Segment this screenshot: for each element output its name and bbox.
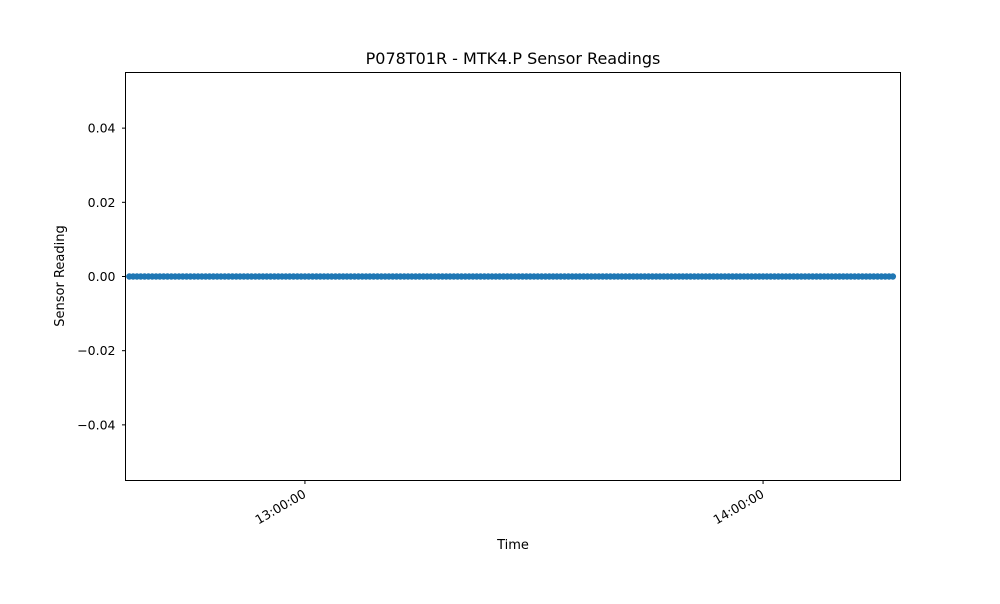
chart-title: P078T01R - MTK4.P Sensor Readings xyxy=(366,49,661,68)
y-tick-label: −0.02 xyxy=(77,343,115,358)
y-tick-label: 0.04 xyxy=(88,121,116,136)
data-point xyxy=(889,273,897,280)
y-tick-label: −0.04 xyxy=(77,417,115,432)
y-axis: 0.04 0.02 0.00 −0.02 −0.04 xyxy=(77,121,126,432)
x-tick-label: 14:00:00 xyxy=(710,486,766,527)
x-axis-label: Time xyxy=(496,538,529,553)
data-series xyxy=(126,273,897,280)
y-axis-label: Sensor Reading xyxy=(53,225,68,326)
x-tick-label: 13:00:00 xyxy=(252,486,308,527)
y-tick-label: 0.02 xyxy=(88,195,116,210)
x-axis: 13:00:00 14:00:00 xyxy=(252,480,767,527)
y-tick-label: 0.00 xyxy=(88,269,116,284)
